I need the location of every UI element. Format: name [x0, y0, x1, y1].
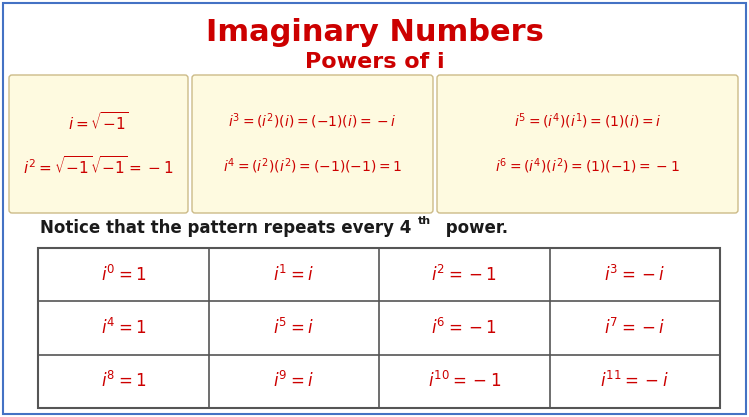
- Text: power.: power.: [440, 219, 508, 237]
- Text: $i^3 = -i$: $i^3 = -i$: [604, 265, 665, 285]
- Text: $i^0 = 1$: $i^0 = 1$: [100, 265, 146, 285]
- Text: th: th: [418, 216, 431, 226]
- FancyBboxPatch shape: [192, 75, 433, 213]
- Text: $i^3 = (i^2)(i) = (-1)(i) = -i$: $i^3 = (i^2)(i) = (-1)(i) = -i$: [228, 112, 397, 131]
- Text: Notice that the pattern repeats every 4: Notice that the pattern repeats every 4: [40, 219, 411, 237]
- Text: $i^1 = i$: $i^1 = i$: [273, 265, 314, 285]
- Text: Imaginary Numbers: Imaginary Numbers: [205, 18, 544, 47]
- Text: $i^5 = (i^4)(i^1) = (1)(i) = i$: $i^5 = (i^4)(i^1) = (1)(i) = i$: [514, 112, 661, 131]
- Text: $i^9 = i$: $i^9 = i$: [273, 371, 314, 392]
- Text: $i^2 = \sqrt{-1}\sqrt{-1} = -1$: $i^2 = \sqrt{-1}\sqrt{-1} = -1$: [23, 156, 174, 178]
- Bar: [38, 248, 720, 408]
- Text: $i^4 = 1$: $i^4 = 1$: [100, 318, 146, 338]
- Text: $i^7 = -i$: $i^7 = -i$: [604, 318, 665, 338]
- Text: $i^6 = (i^4)(i^2) = (1)(-1) = -1$: $i^6 = (i^4)(i^2) = (1)(-1) = -1$: [495, 157, 680, 176]
- Text: $i^4 = (i^2)(i^2) = (-1)(-1) = 1$: $i^4 = (i^2)(i^2) = (-1)(-1) = 1$: [222, 157, 402, 176]
- Text: $i^8 = 1$: $i^8 = 1$: [100, 371, 146, 392]
- FancyBboxPatch shape: [9, 75, 188, 213]
- Text: $i^2 = -1$: $i^2 = -1$: [431, 265, 497, 285]
- Text: $i^{11} = -i$: $i^{11} = -i$: [601, 371, 669, 392]
- Text: $i^6 = -1$: $i^6 = -1$: [431, 318, 497, 338]
- Text: $i^{10} = -1$: $i^{10} = -1$: [428, 371, 501, 392]
- Text: Powers of i: Powers of i: [305, 52, 444, 72]
- Text: $i = \sqrt{-1}$: $i = \sqrt{-1}$: [68, 111, 129, 133]
- FancyBboxPatch shape: [437, 75, 738, 213]
- Text: $i^5 = i$: $i^5 = i$: [273, 318, 314, 338]
